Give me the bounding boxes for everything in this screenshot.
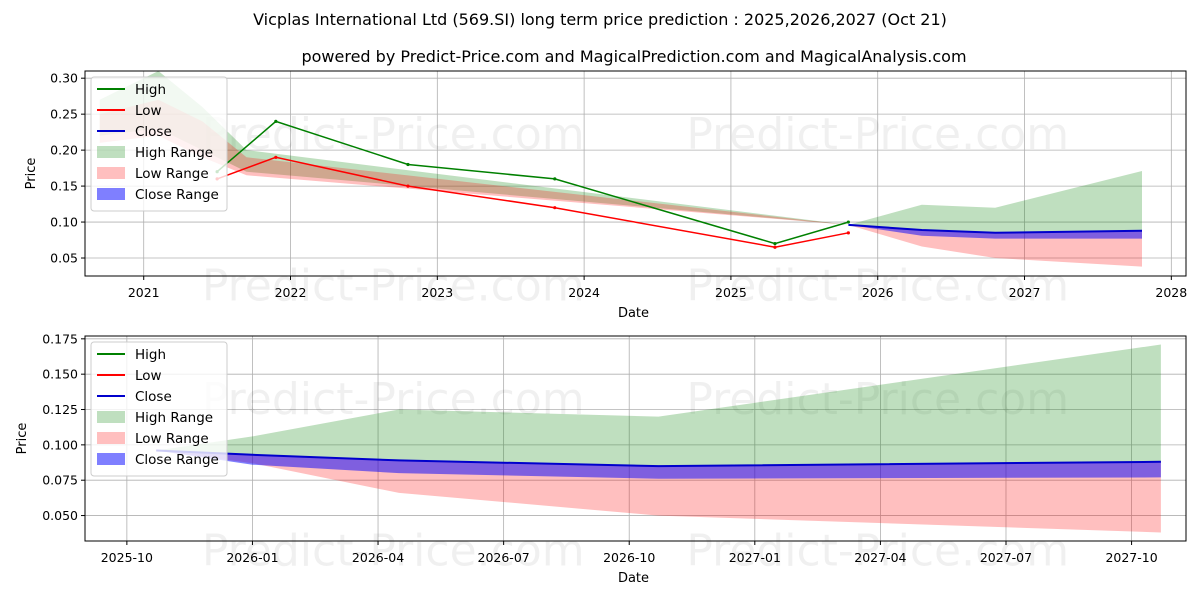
legend-low-label: Low bbox=[135, 103, 162, 119]
x-tick-label: 2027-10 bbox=[1105, 550, 1157, 565]
y-tick-label: 0.30 bbox=[50, 71, 78, 86]
y-tick-label: 0.10 bbox=[50, 215, 78, 230]
x-axis-label: Date bbox=[618, 571, 649, 586]
legend-high-label: High bbox=[135, 347, 166, 363]
x-tick-label: 2026-04 bbox=[352, 550, 404, 565]
watermark-text: Predict-Price.com bbox=[686, 526, 1069, 577]
close-range-band bbox=[848, 224, 1142, 239]
low-data-point bbox=[553, 206, 557, 210]
legend-close-range-label: Close Range bbox=[135, 452, 219, 468]
axes-frame bbox=[84, 335, 1187, 542]
x-axis: 2025-10 2026-01 2026-04 2026-07 2026-10 2027-… bbox=[101, 541, 1158, 565]
chart-title: Vicplas International Ltd (569.SI) long … bbox=[253, 10, 947, 29]
x-axis: 2021 2022 2023 2024 2025 2026 2027 2028 bbox=[128, 276, 1187, 300]
x-tick-label: 2027 bbox=[1009, 285, 1041, 300]
plot-area bbox=[99, 71, 1143, 267]
y-tick-label: 0.100 bbox=[42, 437, 78, 452]
y-axis-label: Price bbox=[24, 158, 39, 190]
low-range-band bbox=[99, 99, 1143, 267]
high-data-point bbox=[406, 162, 410, 167]
x-tick-label: 2025-10 bbox=[101, 550, 153, 565]
legend-high-range-label: High Range bbox=[135, 145, 213, 161]
legend-high-range-label: High Range bbox=[135, 410, 213, 426]
watermark-text: Predict-Price.com bbox=[202, 374, 585, 425]
x-tick-label: 2026-07 bbox=[478, 550, 530, 565]
y-tick-label: 0.05 bbox=[50, 251, 78, 266]
high-range-band bbox=[156, 344, 1161, 467]
legend-close-label: Close bbox=[135, 389, 172, 405]
plot-area bbox=[156, 344, 1161, 533]
y-tick-label: 0.25 bbox=[50, 107, 78, 122]
high-range-band bbox=[99, 71, 1143, 233]
high-data-point bbox=[553, 177, 557, 181]
y-tick-label: 0.150 bbox=[42, 367, 78, 382]
x-tick-label: 2027-07 bbox=[980, 550, 1032, 565]
watermark-text: Predict-Price.com bbox=[686, 374, 1069, 425]
x-tick-label: 2025 bbox=[715, 285, 747, 300]
legend-high-range-swatch bbox=[97, 146, 125, 158]
y-tick-label: 0.075 bbox=[42, 473, 78, 488]
watermark: Predict-Price.com Predict-Price.com Predic… bbox=[202, 374, 1069, 577]
close-range-band bbox=[156, 450, 1161, 479]
y-axis: 0.05 0.10 0.15 0.20 0.25 0.30 bbox=[50, 71, 85, 266]
watermark: Predict-Price.com Predict-Price.com Predic… bbox=[202, 109, 1069, 312]
watermark-text: Predict-Price.com bbox=[686, 109, 1069, 160]
watermark-text: Predict-Price.com bbox=[202, 109, 585, 160]
low-data-point bbox=[406, 184, 410, 188]
grid-lines bbox=[85, 336, 1186, 541]
y-axis-label: Price bbox=[15, 423, 30, 455]
x-tick-label: 2028 bbox=[1155, 285, 1187, 300]
high-data-point bbox=[773, 242, 777, 246]
legend-low-range-label: Low Range bbox=[135, 431, 209, 447]
chart-subtitle: powered by Predict-Price.com and Magical… bbox=[301, 47, 966, 66]
x-tick-label: 2027-01 bbox=[729, 550, 781, 565]
legend-low-range-swatch bbox=[97, 167, 125, 179]
close-line bbox=[848, 223, 1143, 234]
axes-frame bbox=[84, 70, 1187, 277]
legend-low-label: Low bbox=[135, 368, 162, 384]
watermark-text: Predict-Price.com bbox=[202, 526, 585, 577]
x-tick-label: 2021 bbox=[128, 285, 160, 300]
top-chart-panel: Predict-Price.com Predict-Price.com Predic… bbox=[24, 70, 1187, 321]
low-series-line bbox=[216, 156, 849, 248]
grid-lines bbox=[85, 71, 1186, 276]
legend-close-label: Close bbox=[135, 124, 172, 140]
legend-high-range-swatch bbox=[97, 411, 125, 423]
high-data-point bbox=[274, 119, 278, 123]
low-data-point bbox=[274, 155, 278, 159]
legend-low-range-label: Low Range bbox=[135, 166, 209, 182]
x-tick-label: 2024 bbox=[568, 285, 600, 300]
low-data-point bbox=[773, 245, 777, 249]
high-series-line bbox=[216, 120, 849, 245]
legend-close-range-swatch bbox=[97, 188, 125, 200]
y-tick-label: 0.15 bbox=[50, 179, 78, 194]
legend: High Low Close High Range Low Range Close Ran… bbox=[90, 76, 228, 212]
y-tick-label: 0.20 bbox=[50, 143, 78, 158]
legend-close-range-label: Close Range bbox=[135, 187, 219, 203]
x-tick-label: 2026-10 bbox=[603, 550, 655, 565]
x-tick-label: 2026 bbox=[862, 285, 894, 300]
legend-low-range-swatch bbox=[97, 432, 125, 444]
high-data-point bbox=[846, 220, 850, 224]
x-tick-label: 2027-04 bbox=[854, 550, 906, 565]
low-data-point bbox=[846, 231, 850, 235]
x-tick-label: 2023 bbox=[421, 285, 453, 300]
x-tick-label: 2022 bbox=[275, 285, 307, 300]
legend-high-label: High bbox=[135, 82, 166, 98]
x-tick-label: 2026-01 bbox=[226, 550, 278, 565]
y-tick-label: 0.050 bbox=[42, 508, 78, 523]
y-tick-label: 0.175 bbox=[42, 331, 78, 346]
watermark-text: Predict-Price.com bbox=[202, 261, 585, 312]
y-tick-label: 0.125 bbox=[42, 402, 78, 417]
legend-close-range-swatch bbox=[97, 453, 125, 465]
bottom-chart-panel: Predict-Price.com Predict-Price.com Predic… bbox=[15, 331, 1187, 586]
legend: High Low Close High Range Low Range Close Ran… bbox=[90, 341, 228, 477]
x-axis-label: Date bbox=[618, 306, 649, 321]
watermark-text: Predict-Price.com bbox=[686, 261, 1069, 312]
y-axis: 0.050 0.075 0.100 0.125 0.150 0.175 bbox=[42, 331, 85, 523]
